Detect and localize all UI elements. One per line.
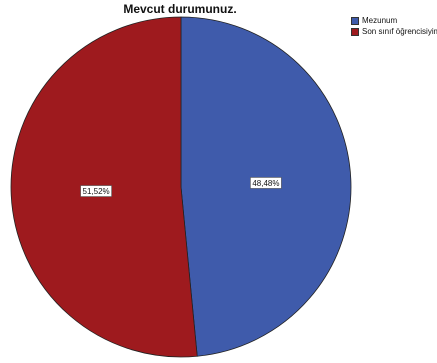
legend: Mezunum Son sınıf öğrencisiyim: [351, 15, 437, 37]
svg-text:48,48%: 48,48%: [252, 179, 279, 188]
data-label-son-sinif: 51,52%: [80, 185, 112, 197]
chart-title: Mevcut durumunuz.: [123, 2, 237, 16]
data-label-mezunum: 48,48%: [250, 177, 282, 189]
legend-item-son-sinif: Son sınıf öğrencisiyim: [351, 26, 437, 37]
legend-label-mezunum: Mezunum: [362, 16, 398, 25]
svg-text:51,52%: 51,52%: [83, 187, 110, 196]
legend-swatch-son-sinif: [351, 27, 359, 36]
legend-item-mezunum: Mezunum: [351, 15, 437, 26]
legend-swatch-mezunum: [351, 16, 359, 25]
legend-label-son-sinif: Son sınıf öğrencisiyim: [362, 27, 437, 36]
